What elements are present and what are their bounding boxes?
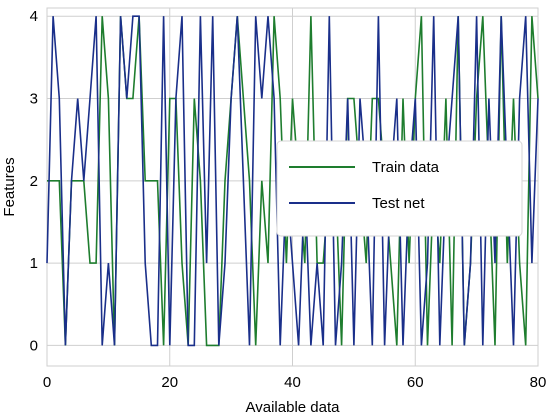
y-tick-label: 4 (30, 8, 38, 25)
y-tick-label: 3 (30, 91, 38, 108)
series-lines (46, 15, 539, 347)
x-tick-label: 0 (43, 374, 51, 391)
y-axis-label: Features (1, 157, 18, 216)
legend-box (276, 140, 523, 237)
y-tick-label: 0 (30, 337, 38, 354)
series-line-test-net (46, 15, 539, 347)
x-tick-label: 60 (407, 374, 424, 391)
x-axis-label: Available data (246, 399, 341, 416)
legend-label: Test net (372, 195, 425, 212)
legend: Train data Test net (276, 140, 523, 237)
x-tick-label: 80 (530, 374, 547, 391)
y-tick-label: 1 (30, 255, 38, 272)
x-tick-label: 40 (284, 374, 301, 391)
y-tick-label: 2 (30, 173, 38, 190)
x-tick-label: 20 (161, 374, 178, 391)
legend-label: Train data (372, 159, 440, 176)
series-line-train-data (47, 16, 539, 347)
tick-labels: 0 20 40 60 80 0 1 2 3 4 (30, 8, 547, 391)
